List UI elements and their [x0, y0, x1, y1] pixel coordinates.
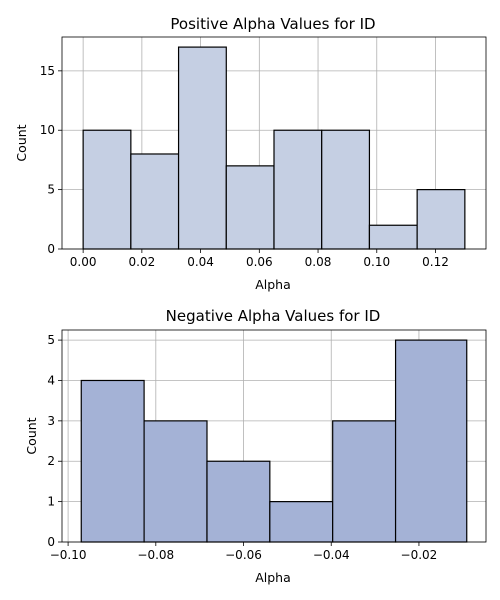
y-tick-label: 5	[47, 333, 55, 347]
histogram-bar	[82, 129, 132, 250]
y-tick-label: 10	[40, 123, 55, 137]
y-tick-label: 5	[47, 183, 55, 197]
y-axis-label: Count	[24, 417, 39, 454]
y-ticks: 0 5 10 15	[40, 64, 62, 256]
chart-positive-alpha: Positive Alpha Values for ID 0.00 0.02 0.0…	[14, 15, 487, 292]
x-tick-label: 0.00	[70, 255, 97, 269]
chart-negative-alpha: Negative Alpha Values for ID −0.10 −0.08−…	[24, 307, 487, 585]
x-tick-label: 0.02	[129, 255, 156, 269]
chart-title: Positive Alpha Values for ID	[170, 15, 375, 33]
histogram-bar	[321, 129, 371, 250]
histogram-bar	[130, 153, 180, 250]
x-axis-label: Alpha	[255, 277, 291, 292]
chart-title: Negative Alpha Values for ID	[166, 307, 381, 325]
plot-frame	[61, 36, 487, 250]
x-ticks: −0.10 −0.08 −0.06 −0.04 −0.02	[50, 542, 438, 562]
x-tick-label: 0.06	[246, 255, 273, 269]
bars	[80, 339, 468, 543]
y-ticks: 0 1 2 3 4 5	[47, 333, 62, 549]
x-tick-label: 0.04	[187, 255, 214, 269]
histogram-bar	[416, 189, 466, 250]
x-tick-label: −0.04	[313, 548, 350, 562]
y-tick-label: 4	[47, 373, 55, 387]
histogram-bar	[177, 46, 227, 250]
histogram-bar	[332, 420, 397, 543]
x-tick-label: −0.06	[225, 548, 262, 562]
histogram-bar	[273, 129, 323, 250]
x-tick-label: −0.10	[50, 548, 87, 562]
x-ticks: 0.00 0.02 0.04 0.06 0.08 0.10 0.12	[70, 249, 449, 269]
plot-frame	[61, 329, 487, 543]
x-tick-label: −0.02	[401, 548, 438, 562]
histogram-bar	[394, 339, 468, 543]
y-tick-label: 1	[47, 495, 55, 509]
histogram-bar	[143, 420, 208, 543]
histogram-bar	[368, 224, 418, 250]
bars	[82, 46, 466, 250]
histogram-bar	[269, 501, 334, 543]
x-tick-label: 0.10	[363, 255, 390, 269]
y-tick-label: 3	[47, 414, 55, 428]
y-tick-label: 2	[47, 454, 55, 468]
x-tick-label: 0.12	[422, 255, 449, 269]
y-tick-label: 0	[47, 535, 55, 549]
y-tick-label: 0	[47, 242, 55, 256]
histogram-bar	[225, 165, 275, 250]
x-tick-label: −0.08	[137, 548, 174, 562]
y-tick-label: 15	[40, 64, 55, 78]
y-axis-label: Count	[14, 124, 29, 161]
x-axis-label: Alpha	[255, 570, 291, 585]
x-tick-label: 0.08	[305, 255, 332, 269]
histogram-bar	[80, 379, 145, 543]
histogram-bar	[206, 460, 271, 543]
